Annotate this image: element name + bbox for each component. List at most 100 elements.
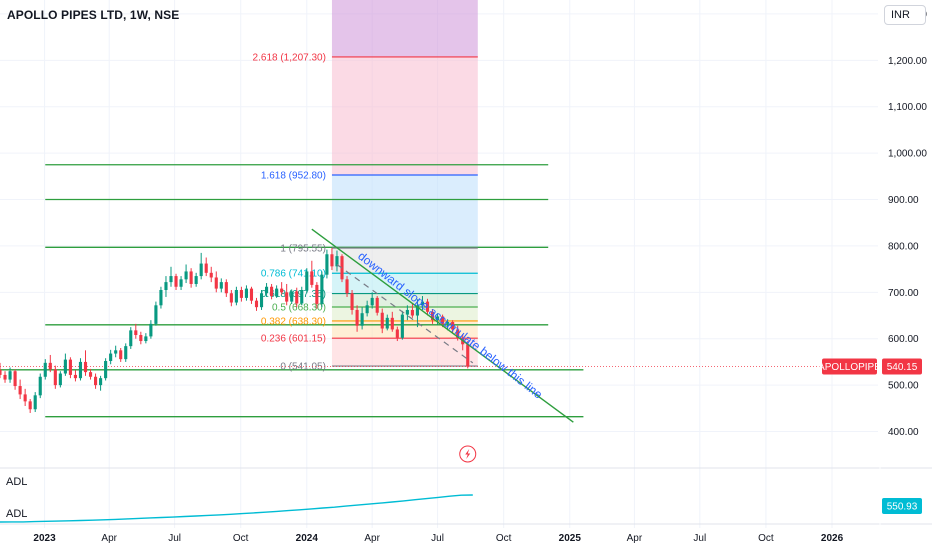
x-tick-label: 2025 [559, 533, 582, 544]
candle-body [320, 275, 323, 304]
candle-body [215, 277, 218, 288]
x-tick-label: Oct [758, 533, 774, 544]
x-tick-label: Apr [627, 533, 643, 544]
chart-title: APOLLO PIPES LTD, 1W, NSE [7, 8, 179, 22]
candle-body [300, 290, 303, 303]
candle-body [94, 377, 97, 385]
candle-body [8, 371, 11, 379]
candle-body [174, 276, 177, 287]
y-tick-label: 1,200.00 [888, 56, 927, 67]
candle-body [34, 395, 37, 409]
candle-body [406, 310, 409, 315]
fib-level-label: 0.382 (638.30) [261, 316, 326, 327]
candle-body [285, 292, 288, 301]
candle-body [144, 336, 147, 341]
candle-body [220, 282, 223, 288]
fib-band [332, 307, 478, 321]
candle-body [159, 290, 162, 305]
candle-body [44, 363, 47, 377]
x-tick-label: 2023 [33, 533, 56, 544]
x-tick-label: Oct [496, 533, 512, 544]
candle-body [64, 360, 67, 374]
fib-level-label: 0 (541.05) [280, 362, 326, 373]
y-tick-label: 1,000.00 [888, 149, 927, 160]
fib-band [332, 175, 478, 248]
fib-level-label: 0.786 (741.10) [261, 269, 326, 280]
fib-level-label: 1.618 (952.80) [261, 171, 326, 182]
candle-body [195, 276, 198, 284]
candle-body [401, 315, 404, 338]
candle-body [356, 310, 359, 326]
candle-body [361, 313, 364, 326]
y-tick-label: 500.00 [888, 381, 919, 392]
candle-body [230, 293, 233, 302]
y-tick-label: 800.00 [888, 241, 919, 252]
candle-body [240, 290, 243, 298]
candle-body [381, 313, 384, 329]
candle-body [265, 287, 268, 293]
x-tick-label: Apr [101, 533, 117, 544]
candle-body [411, 310, 414, 316]
candle-body [0, 370, 2, 375]
adl-line [0, 495, 473, 522]
candle-body [124, 346, 127, 359]
candle-body [109, 354, 112, 361]
candle-body [190, 271, 193, 284]
candle-body [280, 289, 283, 293]
candle-body [79, 362, 82, 378]
candle-body [129, 330, 132, 346]
candle-body [396, 329, 399, 337]
candle-body [391, 318, 394, 330]
candle-body [325, 254, 328, 274]
candle-body [255, 301, 258, 307]
y-tick-label: 1,100.00 [888, 102, 927, 113]
x-tick-label: Jul [693, 533, 706, 544]
candle-body [315, 285, 318, 304]
candle-body [185, 271, 188, 279]
candle-body [310, 271, 313, 284]
candle-body [260, 293, 263, 307]
candle-body [69, 360, 72, 375]
adl-pane-title: ADL [6, 476, 27, 488]
candle-body [139, 335, 142, 341]
candle-body [54, 369, 57, 385]
candle-body [200, 264, 203, 277]
fib-level-label: 1 (795.55) [280, 243, 326, 254]
candle-body [205, 264, 208, 273]
currency-button[interactable]: INR [884, 5, 926, 25]
candle-body [24, 394, 27, 401]
adl-value-label: 550.93 [887, 502, 918, 513]
adl-series-label: ADL [6, 508, 27, 520]
candle-body [114, 350, 117, 353]
x-tick-label: Oct [233, 533, 249, 544]
candle-body [386, 318, 389, 329]
candle-body [74, 375, 77, 378]
candle-body [39, 377, 42, 396]
candle-body [305, 271, 308, 290]
symbol-tag-label: APOLLOPIPE [818, 362, 881, 373]
candle-body [245, 289, 248, 298]
candle-body [275, 289, 278, 296]
candle-body [290, 291, 293, 301]
candle-body [210, 273, 213, 278]
candle-body [154, 305, 157, 324]
fib-band [332, 57, 478, 175]
candle-body [99, 378, 102, 385]
candle-body [3, 375, 6, 380]
fib-level-label: 0.5 (668.30) [272, 303, 326, 314]
candle-body [371, 298, 374, 305]
candle-body [376, 298, 379, 313]
candle-body [225, 282, 228, 293]
x-tick-label: Apr [364, 533, 380, 544]
candle-body [104, 361, 107, 378]
candle-body [366, 305, 369, 313]
candle-body [89, 372, 92, 377]
x-tick-label: 2026 [821, 533, 844, 544]
x-tick-label: Jul [431, 533, 444, 544]
y-tick-label: 600.00 [888, 334, 919, 345]
candle-body [19, 386, 22, 394]
x-tick-label: Jul [168, 533, 181, 544]
candle-body [134, 330, 137, 335]
fib-band [332, 0, 478, 57]
